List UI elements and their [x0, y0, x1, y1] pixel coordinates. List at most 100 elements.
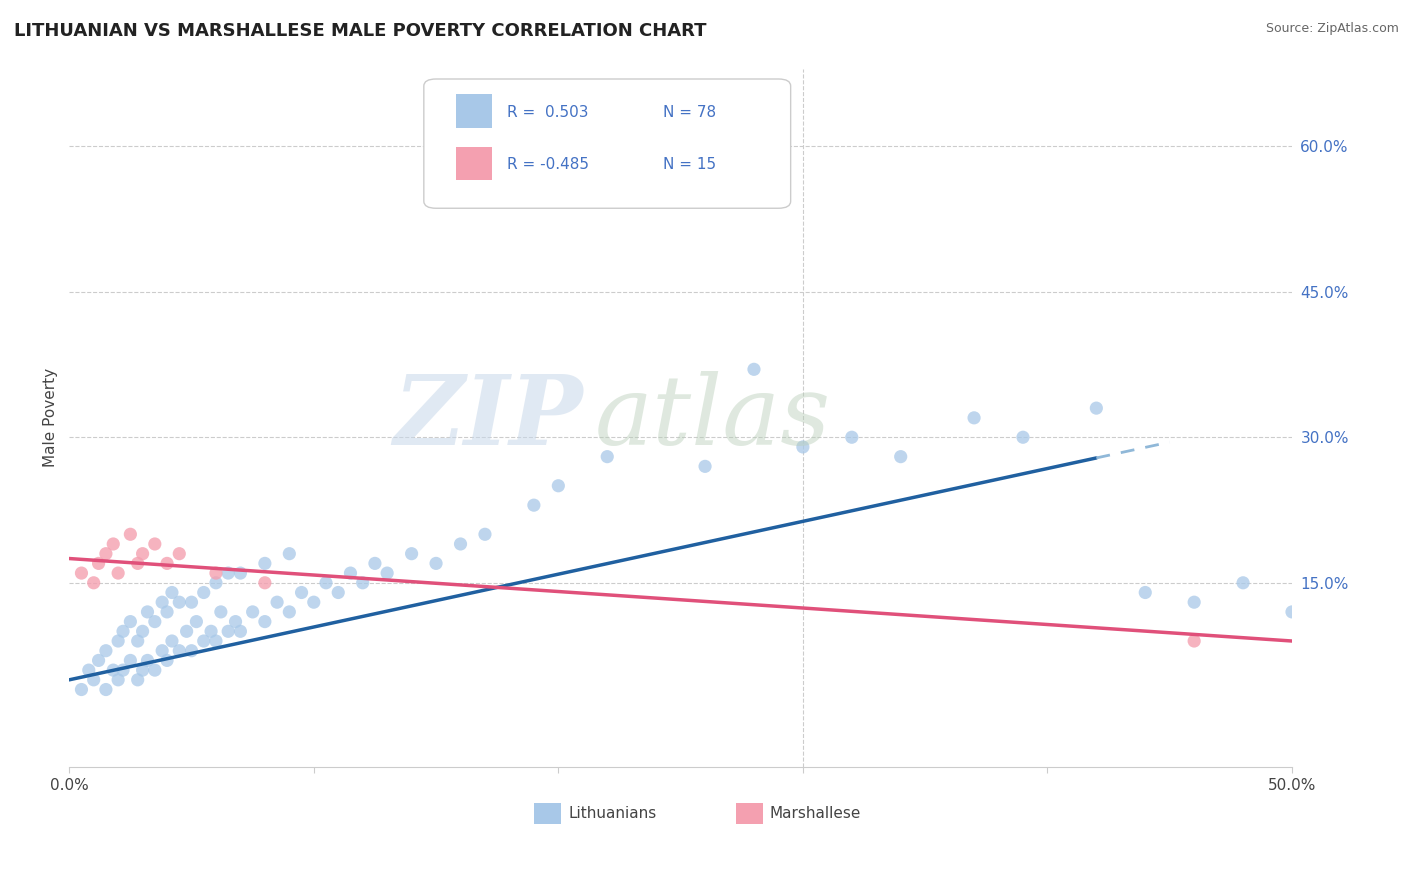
Point [156, 605, 179, 619]
Text: Source: ZipAtlas.com: Source: ZipAtlas.com [1265, 22, 1399, 36]
Point [136, 653, 159, 667]
Point [205, 634, 228, 648]
Point [70, 566, 93, 580]
Point [150, 644, 173, 658]
Point [180, 644, 202, 658]
Text: ZIP: ZIP [394, 371, 583, 465]
Point [193, 634, 215, 648]
Point [193, 585, 215, 599]
Point [83, 575, 105, 590]
Point [742, 362, 765, 376]
FancyBboxPatch shape [456, 95, 492, 128]
FancyBboxPatch shape [735, 804, 762, 824]
Point [225, 615, 247, 629]
Point [315, 575, 337, 590]
Text: R =  0.503: R = 0.503 [508, 105, 589, 120]
Point [131, 624, 153, 639]
FancyBboxPatch shape [534, 804, 561, 824]
Point [200, 624, 222, 639]
Point [278, 605, 301, 619]
Point [217, 566, 239, 580]
Point [205, 566, 228, 580]
Point [83, 673, 105, 687]
Point [645, 187, 668, 202]
Point [792, 440, 814, 454]
Point [352, 575, 374, 590]
Point [401, 547, 423, 561]
Point [596, 450, 619, 464]
Point [160, 634, 183, 648]
Point [180, 595, 202, 609]
Point [169, 547, 191, 561]
Text: N = 78: N = 78 [664, 105, 717, 120]
Point [112, 624, 135, 639]
Point [302, 595, 325, 609]
Point [94, 547, 117, 561]
Point [94, 682, 117, 697]
Point [523, 498, 546, 512]
Point [77, 663, 100, 677]
Point [217, 624, 239, 639]
Point [131, 663, 153, 677]
Point [169, 644, 191, 658]
Point [131, 547, 153, 561]
Point [1281, 605, 1303, 619]
Point [169, 595, 191, 609]
Point [112, 663, 135, 677]
Point [328, 585, 350, 599]
Point [127, 557, 149, 571]
Point [242, 605, 264, 619]
Point [339, 566, 361, 580]
Point [364, 557, 387, 571]
Point [94, 644, 117, 658]
Point [253, 575, 276, 590]
Y-axis label: Male Poverty: Male Poverty [44, 368, 58, 467]
Point [160, 585, 183, 599]
Point [1135, 585, 1157, 599]
Point [103, 537, 125, 551]
Point [127, 634, 149, 648]
Point [156, 557, 179, 571]
Point [229, 624, 252, 639]
Point [425, 557, 447, 571]
Point [1012, 430, 1035, 444]
Point [1085, 401, 1108, 416]
Text: atlas: atlas [595, 371, 831, 465]
Point [107, 634, 129, 648]
Point [693, 459, 716, 474]
Point [253, 557, 276, 571]
Point [266, 595, 288, 609]
Point [450, 537, 472, 551]
Point [841, 430, 863, 444]
FancyBboxPatch shape [423, 79, 790, 208]
Point [1182, 634, 1205, 648]
Point [120, 615, 142, 629]
Point [107, 673, 129, 687]
Point [143, 615, 166, 629]
FancyBboxPatch shape [456, 147, 492, 180]
Point [1232, 575, 1254, 590]
Point [290, 585, 312, 599]
Point [186, 615, 208, 629]
Text: Lithuanians: Lithuanians [568, 806, 657, 822]
Point [143, 537, 166, 551]
Point [890, 450, 912, 464]
Point [176, 624, 198, 639]
Point [156, 653, 179, 667]
Point [136, 605, 159, 619]
Point [120, 653, 142, 667]
Point [87, 653, 110, 667]
Point [963, 410, 986, 425]
Point [127, 673, 149, 687]
Point [205, 575, 228, 590]
Text: LITHUANIAN VS MARSHALLESE MALE POVERTY CORRELATION CHART: LITHUANIAN VS MARSHALLESE MALE POVERTY C… [14, 22, 707, 40]
Point [278, 547, 301, 561]
Text: R = -0.485: R = -0.485 [508, 157, 589, 172]
Point [375, 566, 398, 580]
Point [547, 479, 569, 493]
Point [253, 615, 276, 629]
Point [120, 527, 142, 541]
Point [1182, 595, 1205, 609]
Text: N = 15: N = 15 [664, 157, 717, 172]
Point [209, 605, 232, 619]
